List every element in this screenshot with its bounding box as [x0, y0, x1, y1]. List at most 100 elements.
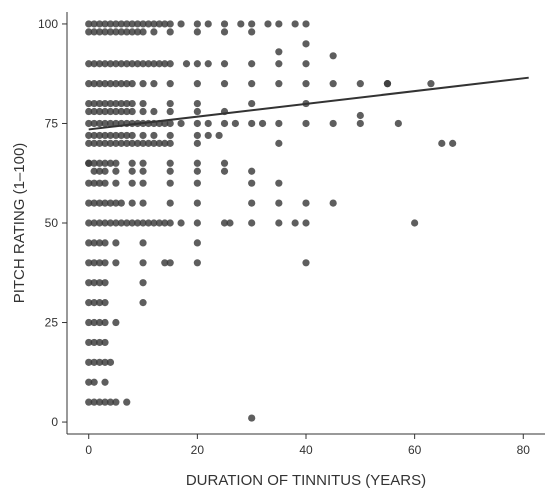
data-point	[101, 338, 109, 347]
data-point	[128, 28, 136, 36]
data-point	[139, 20, 147, 28]
data-point	[248, 60, 256, 68]
data-point	[139, 299, 147, 307]
data-point	[248, 119, 256, 128]
data-point	[248, 219, 256, 227]
data-point	[90, 338, 98, 347]
data-point	[134, 60, 142, 68]
data-point	[166, 20, 174, 28]
data-point	[85, 318, 93, 327]
data-point	[90, 259, 98, 267]
data-point	[264, 20, 272, 28]
data-point	[101, 299, 109, 307]
data-point	[106, 99, 115, 108]
data-point	[85, 60, 93, 68]
y-ticks: 0 25 50 75 100	[38, 17, 67, 429]
data-point	[123, 398, 131, 406]
y-axis-title: PITCH RATING (1–100)	[11, 143, 28, 304]
data-point	[128, 80, 136, 88]
data-point	[101, 219, 109, 227]
data-point	[275, 219, 283, 227]
data-point	[248, 167, 256, 175]
data-point	[150, 80, 158, 88]
data-point	[139, 279, 147, 287]
data-point	[193, 159, 201, 167]
data-point	[90, 99, 98, 108]
y-tick-label: 100	[38, 17, 58, 31]
data-point	[85, 20, 93, 28]
data-point	[128, 219, 136, 227]
data-point	[101, 60, 109, 68]
data-point	[204, 60, 212, 68]
data-point	[302, 219, 310, 227]
data-point	[220, 159, 229, 167]
data-point	[117, 60, 125, 68]
data-point	[112, 80, 120, 88]
x-tick-label: 40	[299, 443, 313, 457]
data-point	[166, 28, 174, 36]
data-point	[275, 20, 283, 28]
data-point	[117, 99, 125, 108]
data-point	[139, 80, 147, 88]
data-point	[166, 159, 174, 167]
data-point	[90, 239, 98, 247]
data-point	[150, 28, 158, 36]
data-point	[95, 358, 104, 366]
data-point	[90, 20, 98, 28]
data-point	[275, 80, 283, 88]
data-point	[95, 131, 104, 140]
data-point	[112, 107, 120, 116]
data-point	[85, 119, 93, 128]
data-point	[101, 159, 109, 167]
data-point	[166, 131, 174, 140]
data-point	[411, 219, 419, 227]
data-point	[112, 60, 120, 68]
data-point	[95, 179, 104, 187]
data-point	[193, 60, 201, 68]
data-point	[204, 20, 212, 28]
data-point	[193, 119, 201, 128]
data-point	[112, 219, 120, 227]
data-point	[95, 338, 104, 347]
data-point	[302, 20, 310, 28]
data-point	[128, 179, 136, 187]
x-axis-title: DURATION OF TINNITUS (YEARS)	[186, 472, 426, 489]
data-point	[112, 20, 120, 28]
data-point	[231, 119, 239, 128]
data-point	[85, 378, 93, 386]
data-point	[106, 60, 115, 68]
data-point	[139, 99, 147, 108]
data-point	[90, 199, 98, 207]
data-point	[139, 239, 147, 247]
data-point	[302, 199, 310, 207]
data-point	[166, 119, 174, 128]
data-point	[177, 219, 185, 227]
data-point	[394, 119, 402, 128]
data-point	[291, 219, 299, 227]
data-point	[161, 60, 169, 68]
data-point	[95, 60, 104, 68]
data-point	[193, 219, 201, 227]
data-point	[101, 179, 109, 187]
data-point	[112, 179, 120, 187]
data-point	[112, 28, 120, 36]
data-point	[95, 279, 104, 287]
data-point	[101, 279, 109, 287]
data-point	[90, 167, 98, 175]
data-point	[90, 119, 98, 128]
data-point	[101, 239, 109, 247]
data-point	[193, 199, 201, 207]
data-point	[220, 80, 229, 88]
data-point	[90, 131, 98, 140]
data-point	[215, 131, 223, 140]
data-point	[95, 20, 104, 28]
data-point	[95, 239, 104, 247]
data-point	[204, 131, 212, 140]
data-point	[237, 20, 245, 28]
data-point	[106, 398, 115, 406]
data-point	[144, 139, 153, 147]
data-point	[139, 199, 147, 207]
data-point	[193, 20, 201, 28]
data-point	[144, 20, 153, 28]
data-point	[90, 279, 98, 287]
